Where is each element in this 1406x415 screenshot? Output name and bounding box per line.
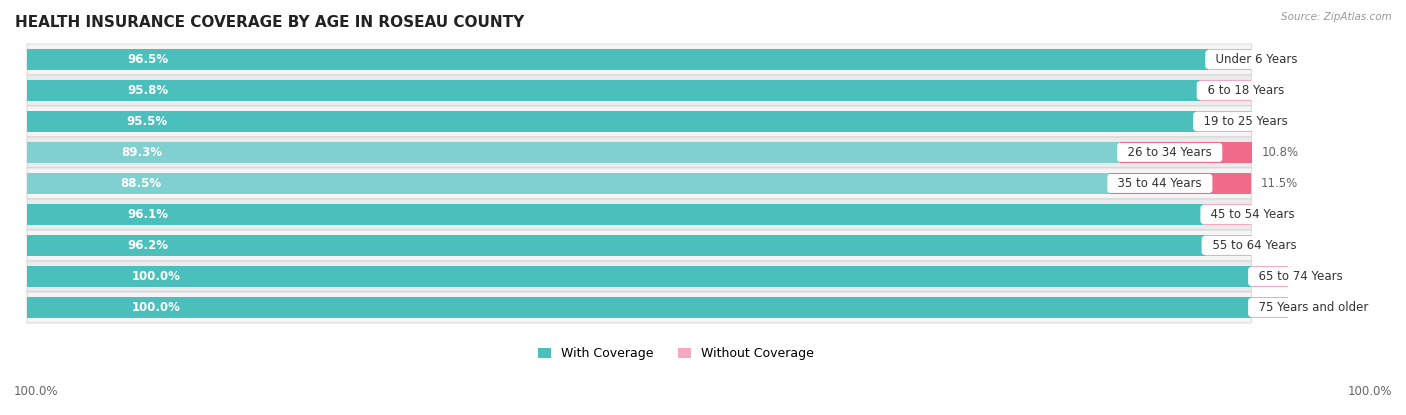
Text: 0.0%: 0.0% xyxy=(1298,301,1327,314)
Bar xyxy=(27,235,1205,256)
Text: 100.0%: 100.0% xyxy=(131,301,180,314)
Bar xyxy=(1205,235,1251,256)
Text: 10.8%: 10.8% xyxy=(1263,146,1299,159)
Text: 75 Years and older: 75 Years and older xyxy=(1251,301,1376,314)
Text: 89.3%: 89.3% xyxy=(121,146,162,159)
Text: 3.8%: 3.8% xyxy=(1261,239,1291,252)
Text: 6 to 18 Years: 6 to 18 Years xyxy=(1199,84,1292,97)
Text: Source: ZipAtlas.com: Source: ZipAtlas.com xyxy=(1281,12,1392,22)
Text: 45 to 54 Years: 45 to 54 Years xyxy=(1204,208,1302,221)
FancyBboxPatch shape xyxy=(27,137,1251,168)
Bar xyxy=(27,142,1121,163)
Bar xyxy=(27,205,1204,225)
Text: Under 6 Years: Under 6 Years xyxy=(1208,53,1305,66)
Text: 100.0%: 100.0% xyxy=(131,270,180,283)
Text: 4.6%: 4.6% xyxy=(1263,115,1292,128)
Text: HEALTH INSURANCE COVERAGE BY AGE IN ROSEAU COUNTY: HEALTH INSURANCE COVERAGE BY AGE IN ROSE… xyxy=(15,15,524,30)
Bar xyxy=(1208,49,1251,70)
Bar xyxy=(27,81,1199,100)
Text: 95.8%: 95.8% xyxy=(127,84,169,97)
FancyBboxPatch shape xyxy=(27,106,1251,137)
Text: 11.5%: 11.5% xyxy=(1261,177,1298,190)
Text: 55 to 64 Years: 55 to 64 Years xyxy=(1205,239,1303,252)
Text: 3.5%: 3.5% xyxy=(1261,53,1291,66)
Text: 65 to 74 Years: 65 to 74 Years xyxy=(1251,270,1350,283)
Bar xyxy=(1111,173,1251,193)
Legend: With Coverage, Without Coverage: With Coverage, Without Coverage xyxy=(533,342,818,366)
Text: 96.1%: 96.1% xyxy=(128,208,169,221)
Text: 26 to 34 Years: 26 to 34 Years xyxy=(1121,146,1219,159)
Text: 100.0%: 100.0% xyxy=(14,386,59,398)
Bar xyxy=(27,298,1251,317)
Bar xyxy=(1197,111,1253,132)
Text: 96.5%: 96.5% xyxy=(128,53,169,66)
Text: 96.2%: 96.2% xyxy=(128,239,169,252)
Text: 3.9%: 3.9% xyxy=(1261,208,1291,221)
Text: 4.2%: 4.2% xyxy=(1261,84,1291,97)
FancyBboxPatch shape xyxy=(27,75,1251,106)
Bar xyxy=(1251,266,1288,286)
Bar xyxy=(1121,142,1253,163)
Text: 35 to 44 Years: 35 to 44 Years xyxy=(1111,177,1209,190)
FancyBboxPatch shape xyxy=(27,230,1251,261)
Bar xyxy=(27,266,1251,286)
Bar xyxy=(1251,298,1288,317)
Text: 19 to 25 Years: 19 to 25 Years xyxy=(1197,115,1295,128)
Bar xyxy=(1204,205,1251,225)
FancyBboxPatch shape xyxy=(27,199,1251,230)
FancyBboxPatch shape xyxy=(27,44,1251,75)
Bar xyxy=(27,173,1111,193)
FancyBboxPatch shape xyxy=(27,292,1251,323)
Bar xyxy=(27,111,1197,132)
FancyBboxPatch shape xyxy=(27,261,1251,292)
FancyBboxPatch shape xyxy=(27,168,1251,199)
Text: 95.5%: 95.5% xyxy=(127,115,167,128)
Text: 100.0%: 100.0% xyxy=(1347,386,1392,398)
Text: 88.5%: 88.5% xyxy=(120,177,162,190)
Text: 0.0%: 0.0% xyxy=(1298,270,1327,283)
Bar xyxy=(27,49,1208,70)
Bar xyxy=(1199,81,1251,100)
